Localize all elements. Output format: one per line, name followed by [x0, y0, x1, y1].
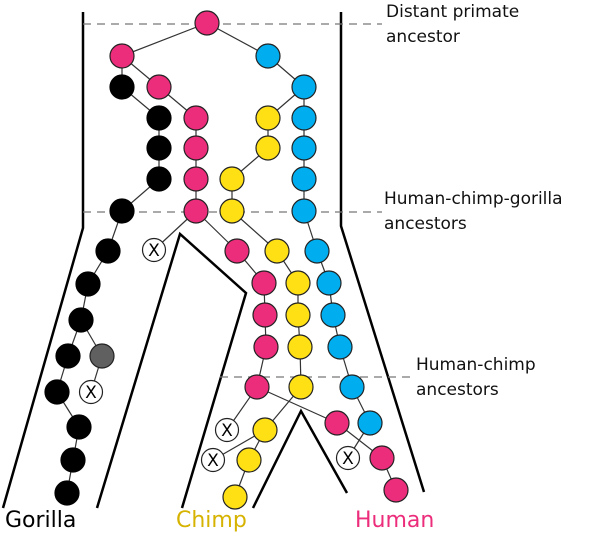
gene-node-yellow — [264, 238, 290, 264]
outline-left — [1, 12, 85, 509]
gene-node-blue — [327, 334, 353, 360]
gene-node-magenta — [244, 374, 270, 400]
extinct-lineage-node: X — [214, 417, 240, 443]
gene-node-blue — [291, 166, 317, 192]
label-human-chimp-ancestors: Human-chimp ancestors — [416, 353, 536, 403]
gene-node-magenta — [224, 238, 250, 264]
gene-node-black — [95, 238, 121, 264]
gene-node-blue — [255, 43, 281, 69]
gene-node-magenta — [369, 445, 395, 471]
label-distant-primate-ancestor: Distant primate ancestor — [386, 0, 519, 50]
label-line: ancestors — [384, 214, 467, 234]
extinct-lineage-node: X — [78, 379, 104, 405]
extinct-x-mark: X — [148, 241, 160, 261]
gene-node-yellow — [236, 447, 262, 473]
outline-gorilla-chimp-split — [95, 231, 248, 509]
gene-node-yellow — [287, 334, 313, 360]
gene-node-yellow — [222, 484, 248, 510]
gene-node-black — [146, 166, 172, 192]
gene-node-black — [109, 198, 135, 224]
species-label-human: Human — [355, 508, 435, 533]
gene-node-magenta — [253, 334, 279, 360]
gene-node-yellow — [255, 105, 281, 131]
gene-node-magenta — [383, 477, 409, 503]
gene-node-black — [44, 379, 70, 405]
gene-node-magenta — [183, 198, 209, 224]
extinct-lineage-node: X — [200, 447, 226, 473]
gene-node-blue — [291, 74, 317, 100]
extinct-x-mark: X — [207, 451, 219, 471]
gene-node-black — [75, 271, 101, 297]
gene-node-black — [55, 343, 81, 369]
gene-node-magenta — [194, 10, 220, 36]
gene-node-yellow — [219, 198, 245, 224]
label-line: ancestor — [386, 27, 460, 47]
gene-node-magenta — [324, 410, 350, 436]
gene-node-black — [146, 105, 172, 131]
extinct-x-mark: X — [221, 421, 233, 441]
gene-node-gray — [89, 343, 115, 369]
species-label-chimp: Chimp — [176, 508, 247, 533]
gene-node-blue — [291, 198, 317, 224]
label-line: Distant primate — [386, 2, 520, 22]
extinct-lineage-node: X — [335, 445, 361, 471]
gene-node-yellow — [285, 270, 311, 296]
lineage-edge — [121, 22, 208, 57]
gene-node-yellow — [288, 374, 314, 400]
gene-node-magenta — [146, 74, 172, 100]
gene-node-blue — [339, 374, 365, 400]
label-line: Human-chimp-gorilla — [384, 189, 563, 209]
gene-node-yellow — [285, 302, 311, 328]
gene-node-black — [54, 480, 80, 506]
gene-node-blue — [291, 105, 317, 131]
extinct-x-mark: X — [85, 383, 97, 403]
gene-node-yellow — [219, 166, 245, 192]
outline-right — [339, 12, 426, 493]
gene-node-black — [60, 447, 86, 473]
time-markers — [83, 23, 413, 378]
gene-node-black — [66, 414, 92, 440]
extinct-lineage-node: X — [141, 237, 167, 263]
lineage-edge — [256, 386, 338, 424]
gene-node-magenta — [251, 270, 277, 296]
gene-node-blue — [291, 135, 317, 161]
label-line: ancestors — [416, 380, 499, 400]
gene-node-blue — [304, 238, 330, 264]
label-line: Human-chimp — [416, 355, 536, 375]
gene-node-blue — [316, 270, 342, 296]
gene-node-black — [68, 307, 94, 333]
outline-chimp-human-split — [251, 408, 349, 509]
extinct-x-mark: X — [342, 449, 354, 469]
gene-node-yellow — [252, 417, 278, 443]
gene-node-magenta — [183, 135, 209, 161]
gene-node-magenta — [183, 105, 209, 131]
species-tree-outline — [1, 12, 426, 509]
species-label-gorilla: Gorilla — [5, 508, 77, 533]
gene-node-black — [109, 74, 135, 100]
gene-node-black — [146, 135, 172, 161]
gene-node-magenta — [183, 166, 209, 192]
gene-node-blue — [320, 302, 346, 328]
gene-node-blue — [357, 410, 383, 436]
gene-node-yellow — [255, 135, 281, 161]
label-human-chimp-gorilla-ancestors: Human-chimp-gorilla ancestors — [384, 187, 563, 237]
gene-node-magenta — [252, 302, 278, 328]
gene-node-magenta — [109, 43, 135, 69]
